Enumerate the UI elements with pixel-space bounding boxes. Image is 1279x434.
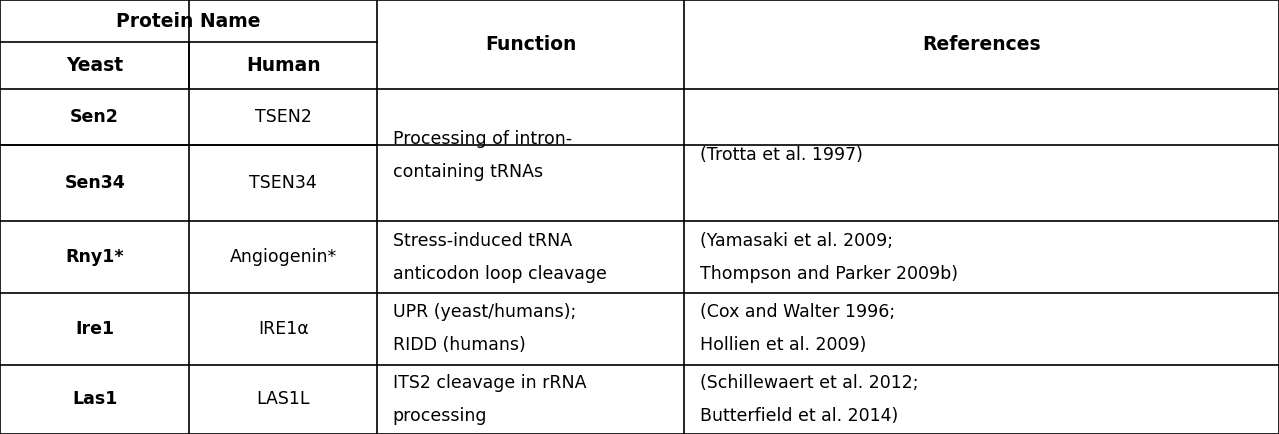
Text: Processing of intron-: Processing of intron- bbox=[393, 130, 572, 148]
Text: References: References bbox=[922, 35, 1041, 54]
Text: RIDD (humans): RIDD (humans) bbox=[393, 336, 526, 354]
Text: anticodon loop cleavage: anticodon loop cleavage bbox=[393, 265, 606, 283]
Text: Function: Function bbox=[485, 35, 577, 54]
Text: ITS2 cleavage in rRNA: ITS2 cleavage in rRNA bbox=[393, 374, 586, 392]
Text: Angiogenin*: Angiogenin* bbox=[230, 248, 336, 266]
Text: containing tRNAs: containing tRNAs bbox=[393, 163, 542, 181]
Text: TSEN34: TSEN34 bbox=[249, 174, 317, 192]
Text: Protein Name: Protein Name bbox=[116, 12, 261, 31]
Text: Human: Human bbox=[246, 56, 321, 75]
Text: Las1: Las1 bbox=[72, 390, 118, 408]
Text: UPR (yeast/humans);: UPR (yeast/humans); bbox=[393, 303, 576, 321]
Text: Thompson and Parker 2009b): Thompson and Parker 2009b) bbox=[700, 265, 958, 283]
Text: Ire1: Ire1 bbox=[75, 320, 114, 338]
Text: (Cox and Walter 1996;: (Cox and Walter 1996; bbox=[700, 303, 895, 321]
Text: Hollien et al. 2009): Hollien et al. 2009) bbox=[700, 336, 866, 354]
Text: Sen2: Sen2 bbox=[70, 108, 119, 126]
Text: Rny1*: Rny1* bbox=[65, 248, 124, 266]
Text: (Trotta et al. 1997): (Trotta et al. 1997) bbox=[700, 146, 862, 164]
Text: Stress-induced tRNA: Stress-induced tRNA bbox=[393, 232, 572, 250]
Text: TSEN2: TSEN2 bbox=[255, 108, 312, 126]
Text: Yeast: Yeast bbox=[67, 56, 123, 75]
Text: Butterfield et al. 2014): Butterfield et al. 2014) bbox=[700, 407, 898, 425]
Text: processing: processing bbox=[393, 407, 487, 425]
Text: Sen34: Sen34 bbox=[64, 174, 125, 192]
Text: (Yamasaki et al. 2009;: (Yamasaki et al. 2009; bbox=[700, 232, 893, 250]
Text: (Schillewaert et al. 2012;: (Schillewaert et al. 2012; bbox=[700, 374, 918, 392]
Text: IRE1α: IRE1α bbox=[258, 320, 308, 338]
Text: LAS1L: LAS1L bbox=[257, 390, 310, 408]
